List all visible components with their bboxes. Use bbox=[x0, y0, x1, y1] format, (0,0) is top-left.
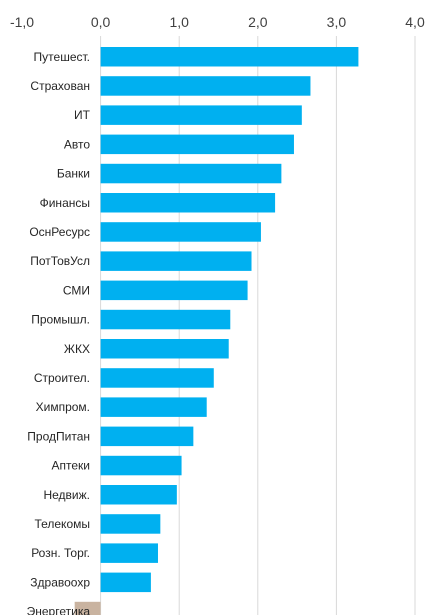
category-label: Розн. Торг. bbox=[31, 546, 90, 560]
bar bbox=[100, 251, 252, 271]
bar bbox=[100, 105, 302, 125]
category-label: ИТ bbox=[74, 108, 91, 122]
bar bbox=[100, 163, 282, 184]
category-label: Банки bbox=[57, 167, 90, 181]
category-label: Недвиж. bbox=[43, 488, 90, 502]
bar bbox=[100, 280, 248, 301]
bar bbox=[100, 543, 158, 563]
category-label: Авто bbox=[64, 137, 90, 151]
bar bbox=[100, 572, 151, 593]
category-labels: Путешест. Страхован ИТ Авто Банки Финансы ОснР… bbox=[27, 50, 91, 615]
x-tick-label: 3,0 bbox=[327, 14, 347, 30]
x-tick-label: 1,0 bbox=[169, 14, 189, 30]
category-label: Строител. bbox=[34, 371, 90, 385]
category-label: Промышл. bbox=[31, 313, 90, 327]
category-label: ЖКХ bbox=[64, 342, 90, 356]
category-label: Химпром. bbox=[36, 400, 90, 414]
x-tick-label: -1,0 bbox=[10, 14, 34, 30]
bar bbox=[100, 485, 177, 505]
x-tick-label: 4,0 bbox=[405, 14, 425, 30]
x-tick-label: 0,0 bbox=[91, 14, 111, 30]
category-label: ОснРесурс bbox=[29, 225, 90, 239]
bar bbox=[100, 222, 261, 242]
category-label: Аптеки bbox=[52, 459, 91, 473]
bar bbox=[100, 514, 161, 534]
bar bbox=[100, 134, 294, 155]
category-label: Страхован bbox=[30, 79, 90, 93]
category-label: Телекомы bbox=[34, 517, 90, 531]
x-tick-label: 2,0 bbox=[248, 14, 268, 30]
category-label: ПотТовУсл bbox=[30, 254, 90, 268]
bars bbox=[74, 47, 359, 615]
category-label: Путешест. bbox=[34, 50, 90, 64]
bar bbox=[100, 47, 359, 67]
bar bbox=[100, 426, 194, 447]
x-axis-ticks: -1,0 0,0 1,0 2,0 3,0 4,0 bbox=[10, 14, 425, 30]
bar bbox=[100, 193, 276, 213]
bar bbox=[100, 309, 231, 330]
bar bbox=[100, 76, 311, 96]
bar bbox=[100, 339, 229, 359]
bar bbox=[100, 455, 182, 476]
bar bbox=[100, 368, 214, 388]
category-label: Энергетика bbox=[27, 605, 91, 615]
category-label: СМИ bbox=[63, 283, 90, 297]
bar bbox=[74, 601, 101, 615]
bar bbox=[100, 397, 207, 417]
category-label: Финансы bbox=[40, 196, 90, 210]
category-label: ПродПитан bbox=[27, 429, 90, 443]
category-label: Здравоохр bbox=[30, 575, 90, 589]
